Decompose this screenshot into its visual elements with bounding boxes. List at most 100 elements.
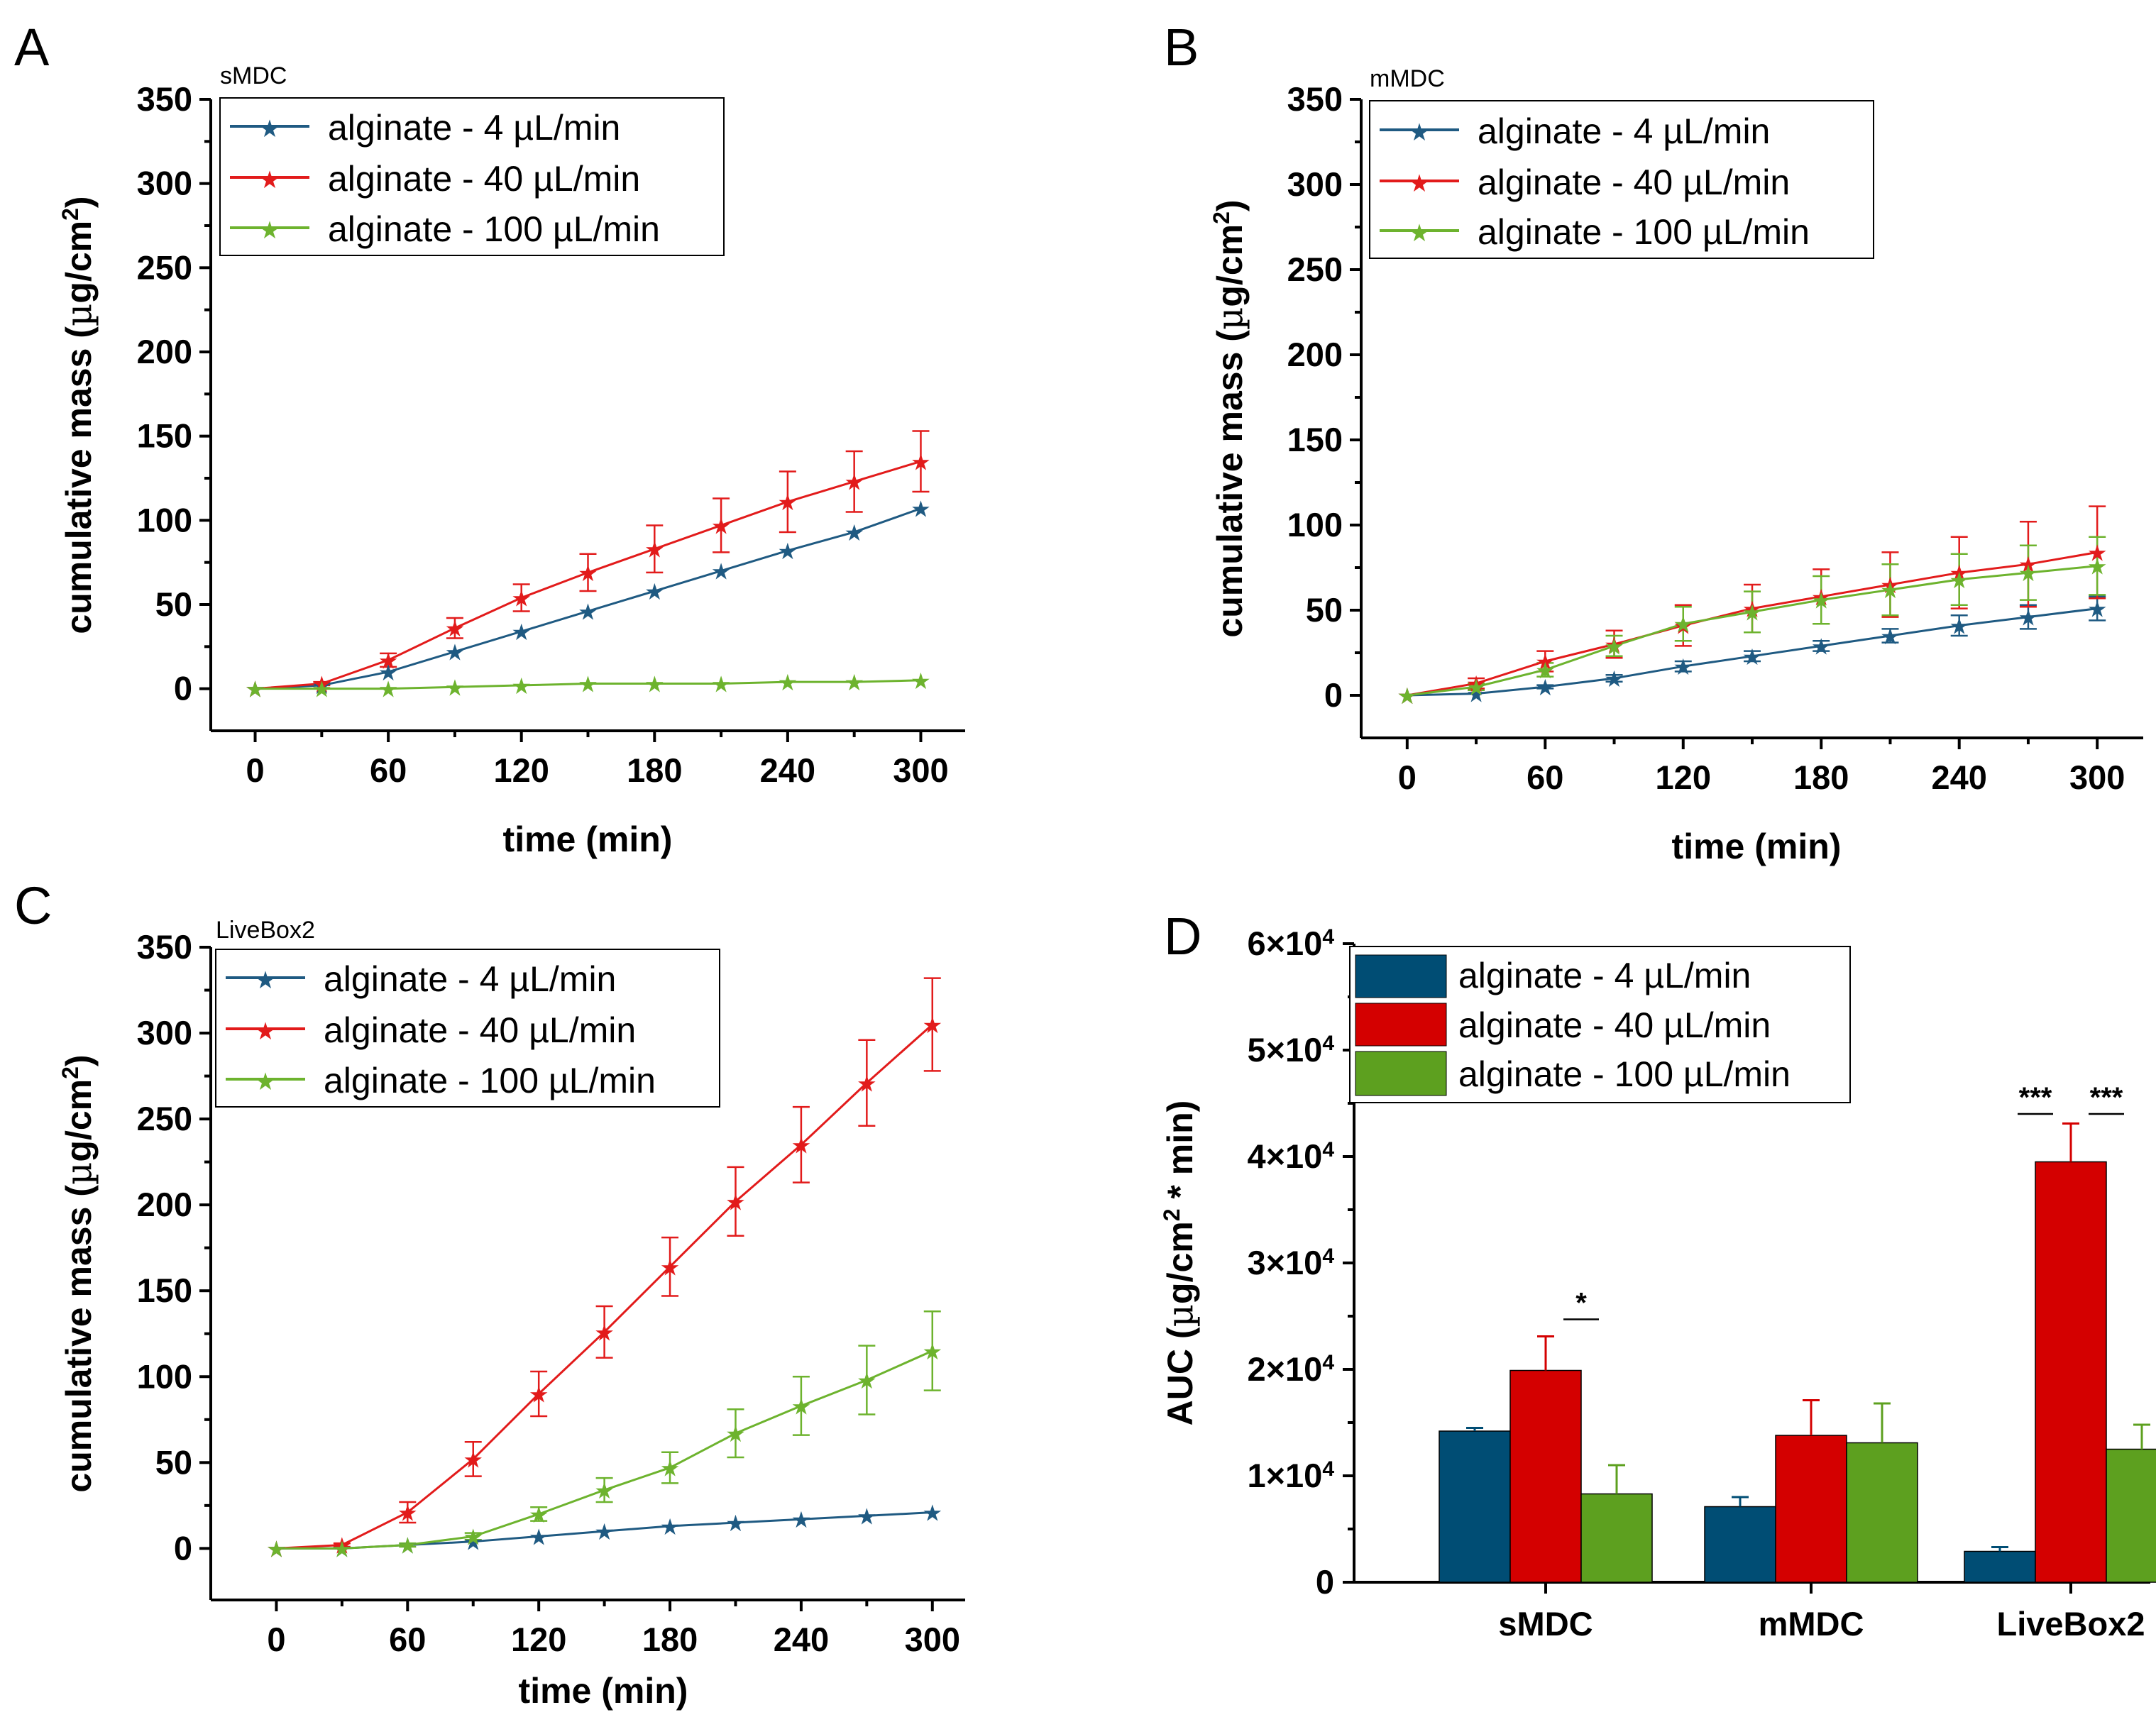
data-point: ★ <box>445 616 466 641</box>
data-point: ★ <box>463 1524 483 1550</box>
data-point: ★ <box>312 677 332 702</box>
y-tick-label: 3×104 <box>1247 1244 1334 1281</box>
x-tick-label: LiveBox2 <box>1997 1605 2145 1643</box>
data-point: ★ <box>1535 675 1556 700</box>
data-point: ★ <box>1673 614 1693 639</box>
data-point: ★ <box>1535 658 1556 683</box>
data-point: ★ <box>1604 634 1624 659</box>
y-tick-label: 350 <box>1287 80 1343 118</box>
legend-label: alginate - 40 µL/min <box>1458 1005 1771 1045</box>
bar <box>1775 1435 1847 1583</box>
legend-marker: ★ <box>255 1018 276 1045</box>
y-tick-label: 50 <box>1306 591 1343 629</box>
y-title-main: cumulative mass ( <box>1210 330 1250 638</box>
data-point: ★ <box>378 677 399 702</box>
data-point: ★ <box>529 1502 549 1528</box>
data-point: ★ <box>1811 588 1832 614</box>
data-point: ★ <box>1673 612 1693 637</box>
y-title-mu: µ <box>1209 307 1250 331</box>
legend-marker: ★ <box>255 1069 276 1095</box>
legend-swatch <box>1355 1003 1447 1047</box>
y-title-mu: µ <box>58 304 99 327</box>
y-tick-label: 4×104 <box>1247 1137 1334 1175</box>
data-point: ★ <box>245 677 265 702</box>
bar <box>1846 1442 1918 1583</box>
data-point: ★ <box>578 672 598 697</box>
y-tick-label: 250 <box>137 1100 192 1137</box>
data-point: ★ <box>266 1536 287 1562</box>
y-tick-label: 0 <box>1324 676 1343 714</box>
legend-label: alginate - 100 µL/min <box>324 1061 656 1100</box>
data-point: ★ <box>332 1536 353 1562</box>
y-tick-label: 150 <box>137 1271 192 1309</box>
y-tick-label: 1×104 <box>1247 1457 1334 1494</box>
y-tick-label: 100 <box>1287 506 1343 543</box>
y-title-unit: g/cm <box>1160 1221 1200 1304</box>
legend-marker: ★ <box>259 217 280 244</box>
data-point: ★ <box>711 559 732 585</box>
chart-subtitle: sMDC <box>220 62 287 89</box>
plot-area: 0 1×104 2×104 3×104 4×104 5×104 6×104 sMDC mMDC L… <box>1247 925 2156 1643</box>
y-tick-label: 300 <box>137 165 192 202</box>
y-title-close: ) <box>59 196 99 208</box>
x-tick-label: 0 <box>1398 758 1417 796</box>
data-point: ★ <box>844 470 864 495</box>
data-point: ★ <box>1880 578 1901 603</box>
data-point: ★ <box>791 1507 812 1533</box>
y-title-mu: µ <box>1160 1304 1201 1328</box>
y-axis-title: AUC (µg/cm2 * min) <box>1159 1100 1201 1426</box>
y-tick-label: 5×104 <box>1247 1031 1334 1069</box>
data-point: ★ <box>529 1524 549 1550</box>
y-tick-label: 6×104 <box>1247 925 1334 962</box>
y-tick-label: 100 <box>137 1357 192 1395</box>
y-tick-label: 250 <box>1287 250 1343 288</box>
significance-marker: * <box>1575 1288 1587 1319</box>
data-point: ★ <box>511 673 532 699</box>
y-title-close: * min) <box>1160 1100 1200 1209</box>
x-tick-label: 240 <box>1931 758 1986 796</box>
significance-marker: *** <box>2019 1082 2052 1113</box>
x-tick-label: 0 <box>267 1621 285 1658</box>
data-point: ★ <box>1742 597 1763 622</box>
data-point: ★ <box>2018 552 2039 578</box>
data-point: ★ <box>844 520 864 546</box>
legend-label: alginate - 100 µL/min <box>328 209 660 249</box>
bar <box>2035 1161 2107 1583</box>
legend-label: alginate - 4 µL/min <box>328 108 620 148</box>
data-point: ★ <box>2087 540 2108 565</box>
x-axis-title: time (min) <box>519 1671 688 1711</box>
x-tick-label: 240 <box>774 1621 829 1658</box>
data-point: ★ <box>1811 585 1832 610</box>
y-title-sup: 2 <box>1159 1208 1184 1221</box>
data-point: ★ <box>397 1533 418 1559</box>
legend-label: alginate - 100 µL/min <box>1478 212 1810 252</box>
data-point: ★ <box>578 561 598 586</box>
data-point: ★ <box>1673 654 1693 680</box>
panel-c: C LiveBox2 0 50 100 150 200 250 300 350 0 60 120 18… <box>14 876 965 1711</box>
data-point: ★ <box>1535 649 1556 675</box>
legend-marker: ★ <box>259 116 280 143</box>
data-point: ★ <box>660 1254 681 1280</box>
y-tick-label: 50 <box>155 1443 192 1481</box>
data-point: ★ <box>1397 683 1417 709</box>
data-point: ★ <box>911 668 931 694</box>
data-point: ★ <box>857 1368 877 1393</box>
data-point: ★ <box>644 537 665 563</box>
data-point: ★ <box>725 1511 746 1536</box>
x-tick-label: 0 <box>246 751 264 789</box>
data-point: ★ <box>725 1421 746 1447</box>
legend-marker: ★ <box>1409 220 1430 247</box>
x-tick-label: 120 <box>1656 758 1711 796</box>
legend-label: alginate - 4 µL/min <box>1458 956 1751 995</box>
y-tick-label: 0 <box>1316 1563 1334 1601</box>
x-tick-label: 120 <box>511 1621 566 1658</box>
data-point: ★ <box>778 670 798 695</box>
data-point: ★ <box>660 1514 681 1540</box>
data-point: ★ <box>644 672 665 697</box>
data-point: ★ <box>1742 600 1763 625</box>
data-point: ★ <box>511 586 532 612</box>
x-tick-label: 180 <box>1793 758 1849 796</box>
